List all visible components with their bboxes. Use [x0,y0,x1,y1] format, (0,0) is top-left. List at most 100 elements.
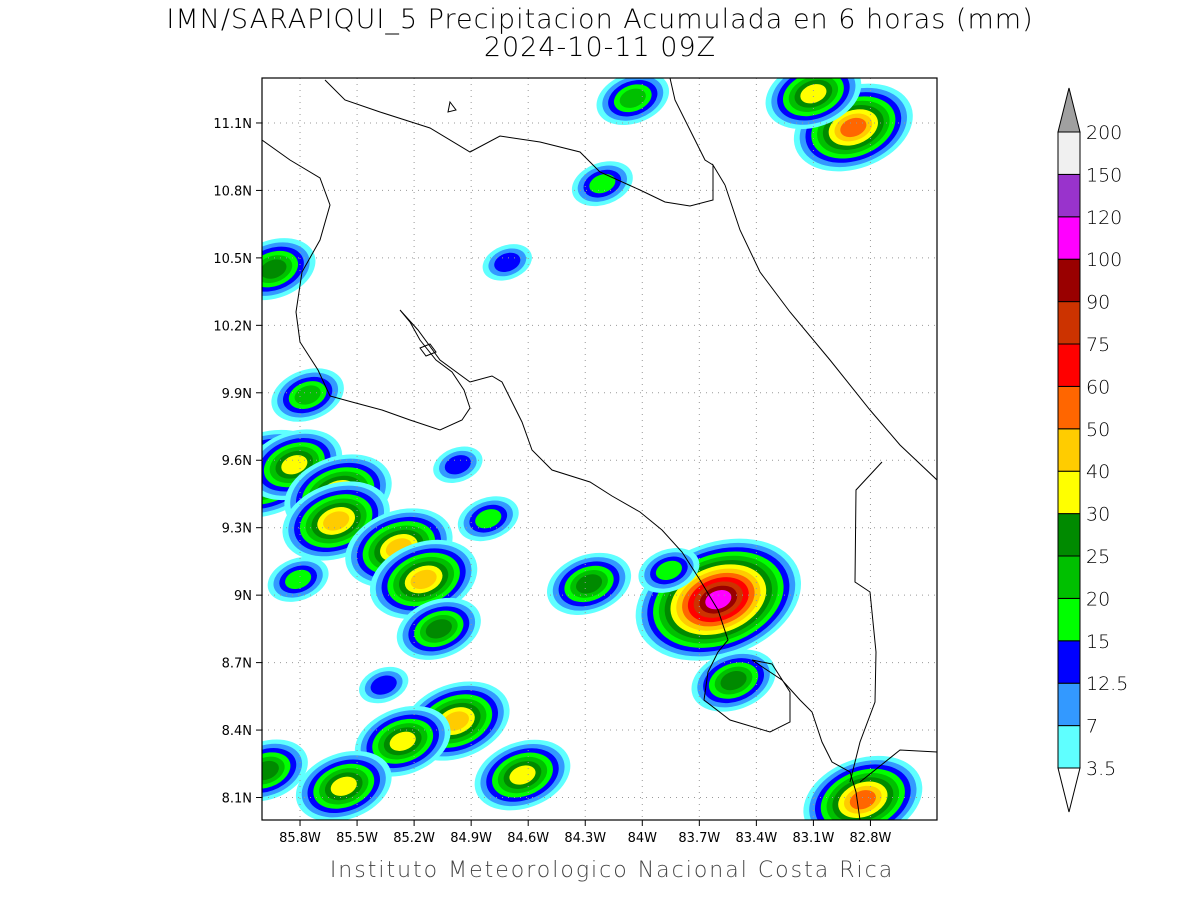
x-tick-label: 83.7W [678,831,720,846]
colorbar-label: 120 [1086,207,1122,229]
y-tick-label: 9.6N [222,454,252,469]
precip-cell [596,78,670,126]
precip-contour [330,776,357,796]
precip-contour [410,569,437,590]
colorbar-label: 3.5 [1086,758,1116,780]
colorbar-label: 40 [1086,461,1110,483]
y-tick-label: 10.5N [213,252,252,267]
colorbar-segment [1057,597,1081,642]
footer: Instituto Meteorologico Nacional Costa R… [330,858,894,883]
precip-cell [571,161,633,207]
x-tick-label: 84.6W [507,831,549,846]
colorbar-segment [1057,682,1081,727]
coastlines [262,78,937,820]
precip-cell [474,739,571,811]
precip-contour [444,455,471,475]
coastline [262,139,861,820]
plot-frame [261,77,938,821]
x-tick-label: 85.2W [393,831,435,846]
precip-contour [389,731,416,751]
colorbar-segment [1057,258,1081,303]
precip-cell [457,496,519,542]
precip-cell [262,238,316,301]
x-tick-label: 82.8W [850,831,892,846]
x-tick-label: 84.9W [450,831,492,846]
coastline [669,78,937,481]
precip-contour [475,509,502,529]
colorbar: 3.5 7 12.5 15 20 25 30 40 50 60 75 90 100 120 150 200 [1057,87,1128,813]
colorbar-label: 150 [1086,164,1122,186]
colorbar-label: 100 [1086,249,1122,271]
precip-cell [369,539,478,620]
colorbar-segment [1057,513,1081,557]
precip-cell [267,556,329,602]
precip-cell [433,446,483,483]
y-tick-label: 8.7N [222,657,252,672]
precip-cell [271,368,344,422]
colorbar-label: 15 [1086,631,1110,653]
precip-contour [800,84,827,104]
colorbar-segment [1057,640,1081,684]
precip-contour [281,455,308,475]
precip-contour [494,252,521,273]
precip-contour [294,385,321,405]
map-title: IMN/SARAPIQUI_5 Precipitacion Acumulada … [166,4,1033,35]
precip-contour [720,670,747,691]
y-tick-label: 11.1N [213,117,252,132]
x-tick-label: 84.3W [564,831,606,846]
colorbar-segment [1057,555,1081,599]
colorbar-label: 7 [1086,716,1098,738]
colorbar-label: 25 [1086,546,1110,568]
y-tick-label: 10.2N [213,319,252,334]
colorbar-label: 60 [1086,376,1110,398]
precip-contour [589,174,616,194]
colorbar-segment [1057,428,1081,472]
colorbar-segment [1057,385,1081,430]
grid: 85.8W 85.5W 85.2W 84.9W 84.6W 84.3W 84W 83.7W 83… [213,78,937,846]
map-subtitle: 2024-10-11 09Z [484,32,716,63]
colorbar-segment [1057,131,1081,175]
colorbar-segment [1057,173,1081,218]
y-tick-label: 9.9N [222,387,252,402]
colorbar-label: 75 [1086,334,1110,356]
colorbar-segment [1057,343,1081,387]
colorbar-label: 12.5 [1086,673,1128,695]
colorbar-segment [1057,301,1081,345]
y-tick-label: 8.4N [222,724,252,739]
x-tick-label: 85.8W [279,831,321,846]
precip-cell [691,649,776,712]
coastline [324,79,726,207]
x-tick-label: 84W [628,831,658,846]
precip-contour [285,569,312,590]
precip-contour [323,511,350,531]
x-tick-label: 85.5W [336,831,378,846]
x-tick-label: 83.1W [793,831,835,846]
precip-contour [655,560,682,581]
island [419,100,457,357]
precip-cell [396,597,481,660]
precip-contour [262,760,279,781]
precip-cell [482,244,532,281]
colorbar-over [1057,87,1081,133]
precip-contour [370,675,397,695]
precip-contour [619,88,646,108]
precip-cell [359,666,409,704]
precip-cell [262,739,308,802]
y-tick-label: 9.3N [222,522,252,537]
colorbar-label: 20 [1086,588,1110,610]
colorbar-segment [1057,470,1081,515]
colorbar-segment [1057,725,1081,769]
y-tick-label: 10.8N [213,184,252,199]
border [849,461,937,783]
colorbar-label: 90 [1086,292,1110,314]
colorbar-label: 30 [1086,504,1110,526]
precip-layer [262,78,923,820]
y-tick-label: 8.1N [222,792,252,807]
colorbar-under [1057,767,1081,813]
precip-contour [425,619,452,639]
precip-cell [354,705,451,777]
colorbar-label: 50 [1086,419,1110,441]
precip-contour [575,574,603,594]
precip-contour [509,765,536,785]
